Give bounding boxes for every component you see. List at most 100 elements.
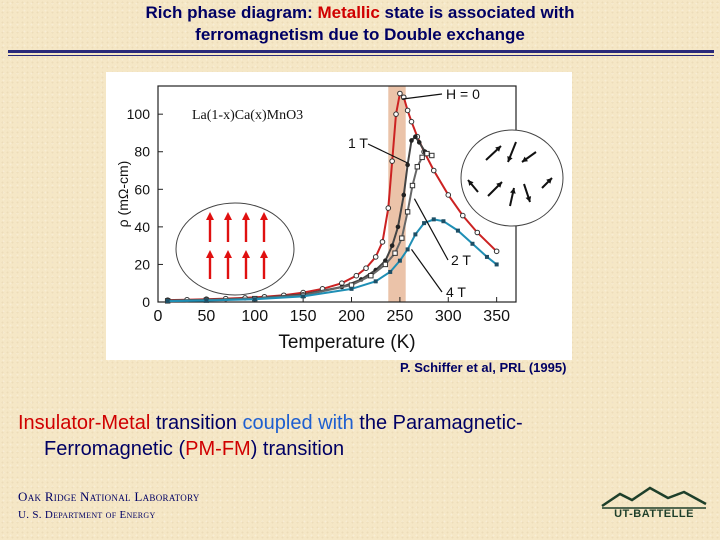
point-h-0: [372, 254, 379, 260]
x-tick-label: 300: [435, 308, 462, 325]
title-part-a: Rich phase diagram:: [145, 3, 318, 22]
random-spin-arrowhead-icon: [525, 196, 532, 202]
spin-arrowhead-icon: [242, 250, 250, 258]
y-tick-label: 0: [142, 294, 150, 310]
point-1-t: [416, 140, 422, 145]
x-tick-label: 350: [483, 308, 510, 325]
point-h-0: [379, 239, 386, 245]
point-h-0: [385, 205, 392, 211]
y-tick-label: 20: [134, 256, 150, 272]
annotation-pointer: [411, 249, 443, 293]
point-h-0: [459, 212, 466, 219]
x-tick-label: 150: [290, 308, 317, 325]
x-axis-label: Temperature (K): [278, 332, 415, 353]
figure-panel: 0 50 100 150 200 250 300 350 0 20 40 60 80 100 Tempera…: [106, 72, 572, 360]
point-2-t: [404, 209, 411, 215]
annotation-pointer: [413, 198, 449, 261]
point-1-t: [413, 134, 418, 140]
point-h-0: [393, 111, 399, 117]
caption-line-2: Ferromagnetic (PM-FM) transition: [18, 436, 708, 462]
point-4-t: [373, 279, 378, 284]
logo-text: UT-BATTELLE: [614, 508, 694, 520]
point-4-t: [470, 241, 475, 246]
spin-arrowhead-icon: [242, 212, 250, 220]
point-1-t: [395, 224, 401, 230]
point-4-t: [388, 269, 393, 274]
y-tick-label: 60: [134, 181, 150, 197]
caption-paramagnetic: the Paramagnetic-: [353, 412, 523, 434]
y-axis-label: ρ (mΩ-cm): [115, 161, 131, 228]
slide-title: Rich phase diagram: Metallic state is as…: [0, 2, 720, 46]
paramagnetic-spins-icon: [460, 129, 564, 227]
point-2-t: [399, 235, 405, 241]
title-line-1: Rich phase diagram: Metallic state is as…: [0, 2, 720, 24]
x-tick-label: 50: [197, 308, 215, 325]
point-1-t: [401, 192, 407, 198]
spin-arrowhead-icon: [206, 212, 214, 220]
point-h-0: [430, 167, 437, 174]
point-4-t: [252, 297, 257, 302]
point-4-t: [413, 232, 418, 237]
x-tick-label: 250: [387, 308, 414, 325]
point-1-t: [405, 162, 410, 168]
y-tick-label: 80: [134, 144, 150, 160]
point-h-0: [353, 272, 360, 279]
point-h-0: [363, 265, 369, 271]
x-tick-label: 200: [338, 308, 365, 325]
point-2-t: [368, 273, 374, 279]
caption-end: ) transition: [250, 438, 345, 460]
ferromagnetic-spins-icon: [175, 202, 295, 296]
y-tick-label: 40: [134, 219, 150, 235]
caption-ferromagnetic: Ferromagnetic (: [44, 438, 186, 460]
spin-arrowhead-icon: [206, 250, 214, 258]
title-line-2: ferromagnetism due to Double exchange: [195, 25, 525, 44]
spin-arrowhead-icon: [224, 212, 232, 220]
caption-coupled-with: coupled with: [242, 412, 354, 434]
spin-arrowhead-icon: [224, 250, 232, 258]
caption-pm-fm: PM-FM: [185, 438, 251, 460]
point-4-t: [405, 247, 410, 252]
point-4-t: [422, 221, 427, 226]
tc-highlight-band: [388, 86, 406, 302]
point-h-0: [493, 248, 500, 255]
ut-battelle-logo: UT-BATTELLE: [598, 484, 710, 524]
title-divider: [8, 50, 714, 56]
point-2-t: [348, 282, 355, 288]
point-h-0: [389, 158, 395, 164]
annotation-label: 2 T: [451, 252, 471, 268]
random-spin-arrowhead-icon: [495, 146, 501, 152]
citation: P. Schiffer et al, PRL (1995): [400, 360, 567, 375]
point-4-t: [431, 217, 436, 222]
spin-arrowhead-icon: [260, 212, 268, 220]
point-2-t: [409, 182, 416, 189]
point-4-t: [349, 286, 354, 291]
slide-caption: Insulator-Metal transition coupled with …: [18, 410, 708, 462]
point-4-t: [397, 258, 402, 263]
org-department: U. S. Department of Energy: [18, 509, 156, 521]
random-spin-arrowhead-icon: [468, 180, 474, 186]
point-h-0: [404, 107, 411, 114]
x-tick-label: 100: [241, 308, 268, 325]
point-1-t: [389, 243, 395, 248]
point-2-t: [424, 150, 430, 157]
mountain-logo-icon: [601, 486, 707, 509]
point-h-0: [474, 229, 481, 236]
x-tick-label: 0: [154, 308, 163, 325]
random-spin-arrowhead-icon: [496, 182, 502, 188]
title-metallic: Metallic: [317, 3, 380, 22]
point-2-t: [419, 154, 425, 161]
point-4-t: [484, 254, 489, 259]
caption-insulator-metal: Insulator-Metal: [18, 412, 151, 434]
random-spin-arrowhead-icon: [546, 178, 552, 184]
point-4-t: [455, 228, 460, 233]
annotation-label: 1 T: [348, 135, 368, 151]
caption-transition: transition: [150, 412, 243, 434]
random-spin-arrowhead-icon: [522, 156, 528, 162]
point-h-0: [408, 118, 415, 125]
annotation-pointer: [367, 143, 408, 164]
point-4-t: [494, 262, 499, 267]
annotation-label: H = 0: [446, 86, 480, 102]
annotation-label: 4 T: [446, 284, 466, 300]
point-4-t: [441, 219, 446, 224]
compound-label: La(1-x)Ca(x)MnO3: [192, 108, 303, 123]
